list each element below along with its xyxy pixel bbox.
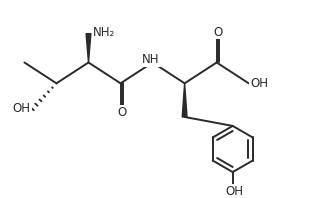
Polygon shape [182, 83, 187, 117]
Text: OH: OH [13, 102, 31, 115]
Text: OH: OH [250, 77, 268, 90]
Text: OH: OH [225, 185, 243, 198]
Text: O: O [118, 106, 127, 119]
Text: NH: NH [142, 53, 160, 66]
Text: NH₂: NH₂ [93, 26, 116, 39]
Polygon shape [86, 34, 91, 63]
Text: O: O [214, 26, 223, 39]
